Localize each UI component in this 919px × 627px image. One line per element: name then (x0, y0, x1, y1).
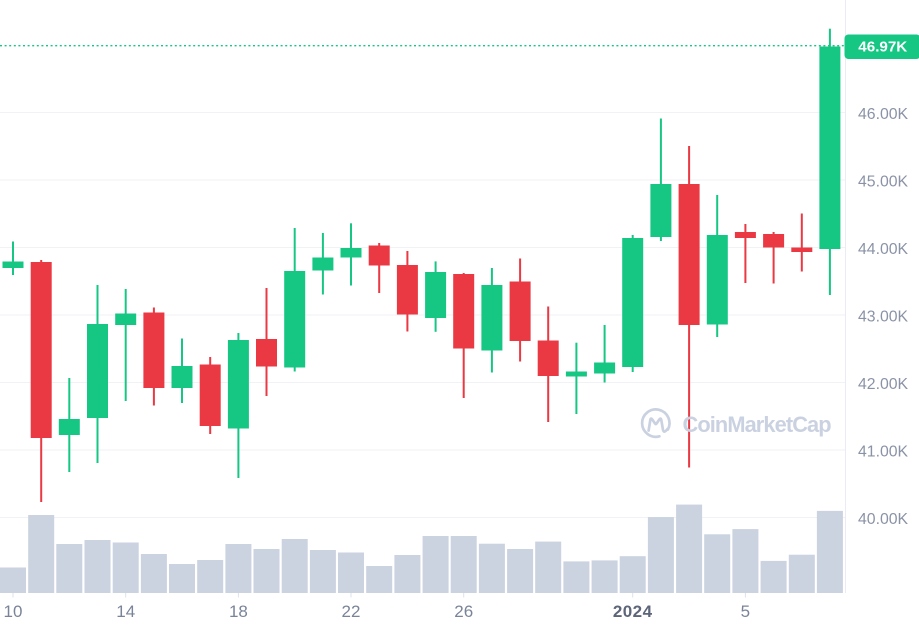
svg-text:43.00K: 43.00K (858, 308, 909, 325)
svg-text:5: 5 (741, 602, 750, 621)
svg-text:2024: 2024 (613, 602, 653, 621)
svg-text:46.00K: 46.00K (858, 106, 909, 123)
svg-text:40.00K: 40.00K (858, 511, 909, 528)
svg-text:42.00K: 42.00K (858, 376, 909, 393)
svg-text:41.00K: 41.00K (858, 443, 909, 460)
svg-text:CoinMarketCap: CoinMarketCap (683, 412, 832, 437)
svg-text:14: 14 (116, 602, 135, 621)
svg-text:26: 26 (454, 602, 473, 621)
svg-text:10: 10 (4, 602, 23, 621)
svg-text:22: 22 (342, 602, 361, 621)
svg-text:46.97K: 46.97K (858, 39, 907, 56)
svg-text:18: 18 (229, 602, 248, 621)
svg-text:44.00K: 44.00K (858, 241, 909, 258)
svg-text:45.00K: 45.00K (858, 173, 909, 190)
